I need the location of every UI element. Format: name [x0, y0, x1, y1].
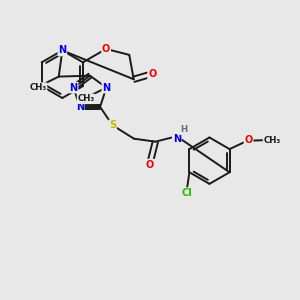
- Text: CH₃: CH₃: [263, 136, 281, 145]
- Text: N: N: [58, 45, 66, 56]
- Text: O: O: [148, 69, 156, 79]
- Text: CH₃: CH₃: [29, 83, 46, 92]
- Text: O: O: [244, 135, 253, 145]
- Text: O: O: [146, 160, 154, 170]
- Text: N: N: [102, 82, 110, 93]
- Text: N: N: [173, 134, 181, 144]
- Text: N: N: [70, 82, 78, 93]
- Text: S: S: [109, 120, 116, 130]
- Text: CH₃: CH₃: [77, 94, 95, 103]
- Text: N: N: [76, 102, 84, 112]
- Text: O: O: [102, 44, 110, 54]
- Text: Cl: Cl: [182, 188, 192, 198]
- Text: H: H: [180, 125, 187, 134]
